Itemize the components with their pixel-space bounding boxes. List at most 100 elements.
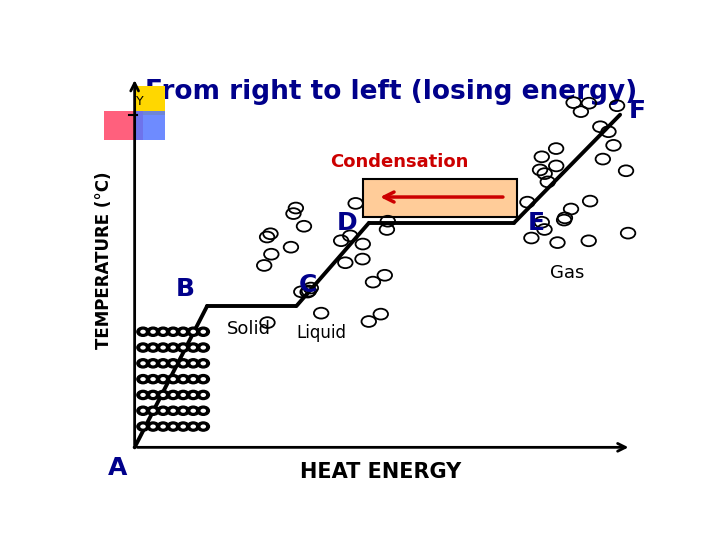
Text: From right to left (losing energy): From right to left (losing energy) [145,79,637,105]
Circle shape [171,377,176,381]
Circle shape [167,343,179,352]
Circle shape [187,375,199,384]
Circle shape [197,406,210,415]
Circle shape [181,329,186,334]
Circle shape [191,409,196,413]
Circle shape [187,327,199,336]
Circle shape [161,409,166,413]
Circle shape [137,327,149,336]
Circle shape [197,390,210,400]
Circle shape [137,343,149,352]
Circle shape [191,329,196,334]
Circle shape [187,390,199,400]
Circle shape [150,409,156,413]
Circle shape [177,422,189,431]
Text: E: E [528,211,545,235]
Circle shape [200,329,206,334]
Circle shape [150,393,156,397]
Text: Gas: Gas [550,264,584,282]
Circle shape [147,422,159,431]
Circle shape [181,424,186,429]
Circle shape [150,329,156,334]
Bar [135,111,166,140]
Circle shape [161,377,166,381]
Circle shape [167,422,179,431]
Text: B: B [176,278,194,301]
Circle shape [171,361,176,366]
Circle shape [157,390,169,400]
Circle shape [161,329,166,334]
Bar [135,85,166,114]
Circle shape [181,393,186,397]
Circle shape [197,343,210,352]
Circle shape [157,359,169,368]
Circle shape [150,377,156,381]
Circle shape [171,393,176,397]
Circle shape [177,359,189,368]
Circle shape [171,409,176,413]
Circle shape [137,375,149,384]
Circle shape [200,409,206,413]
Text: A: A [108,456,127,480]
Circle shape [150,346,156,349]
Circle shape [200,361,206,366]
Circle shape [147,375,159,384]
Circle shape [197,359,210,368]
Circle shape [137,406,149,415]
Circle shape [187,406,199,415]
Text: Condensation: Condensation [330,153,469,171]
Text: Solid: Solid [227,320,271,338]
Circle shape [200,346,206,349]
Text: Liquid: Liquid [297,324,346,342]
Circle shape [200,377,206,381]
Text: D: D [336,211,357,235]
Circle shape [157,343,169,352]
Circle shape [187,343,199,352]
Circle shape [161,393,166,397]
Circle shape [147,359,159,368]
Circle shape [161,361,166,366]
Text: Y: Y [136,96,144,109]
Circle shape [137,390,149,400]
Circle shape [197,327,210,336]
Circle shape [140,329,145,334]
Circle shape [171,346,176,349]
Circle shape [157,327,169,336]
Text: HEAT ENERGY: HEAT ENERGY [300,462,461,482]
Circle shape [167,406,179,415]
Circle shape [177,343,189,352]
Circle shape [161,346,166,349]
Circle shape [191,377,196,381]
Circle shape [167,390,179,400]
Circle shape [171,424,176,429]
Circle shape [137,422,149,431]
Circle shape [147,343,159,352]
Circle shape [161,424,166,429]
Circle shape [150,424,156,429]
Circle shape [140,393,145,397]
Circle shape [181,409,186,413]
Circle shape [200,424,206,429]
Circle shape [137,359,149,368]
Circle shape [147,390,159,400]
Circle shape [157,422,169,431]
Circle shape [187,359,199,368]
Circle shape [181,361,186,366]
Circle shape [177,327,189,336]
Circle shape [167,359,179,368]
Circle shape [167,375,179,384]
Text: F: F [629,98,645,123]
Circle shape [187,422,199,431]
Circle shape [197,422,210,431]
Circle shape [191,361,196,366]
Circle shape [197,375,210,384]
Circle shape [147,327,159,336]
Circle shape [177,390,189,400]
Circle shape [140,346,145,349]
Circle shape [181,377,186,381]
Circle shape [177,375,189,384]
Circle shape [200,393,206,397]
Bar [104,111,143,140]
Circle shape [181,346,186,349]
Circle shape [177,406,189,415]
